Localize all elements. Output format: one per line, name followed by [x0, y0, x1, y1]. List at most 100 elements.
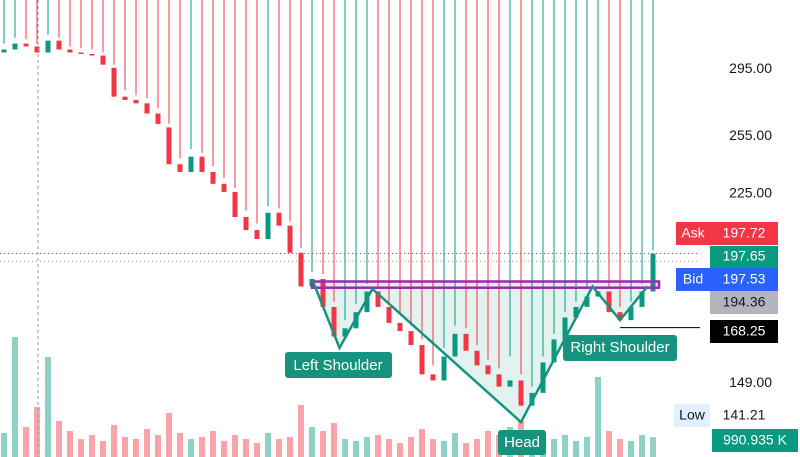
candle-body	[562, 317, 568, 340]
volume-bar	[430, 439, 436, 457]
label-box	[285, 352, 392, 378]
bid-box	[710, 268, 778, 291]
volume-bar	[584, 437, 590, 457]
label-box	[498, 430, 546, 455]
candle-body	[375, 291, 381, 307]
volume-bar	[551, 439, 557, 457]
candle-body	[540, 362, 546, 393]
candle-body	[133, 99, 139, 104]
candle-body	[584, 296, 590, 307]
volume-bar	[628, 441, 634, 457]
volume-bar	[276, 439, 282, 457]
volume-bar	[408, 437, 414, 457]
prev-box	[710, 291, 778, 314]
head-label: Head	[498, 430, 546, 455]
candle-body	[265, 212, 271, 240]
candle-body	[628, 306, 634, 321]
candle-body	[551, 339, 557, 363]
bid-label: Bid	[683, 271, 703, 287]
bid-tag	[676, 268, 710, 291]
y-tick-label: 255.00	[729, 127, 772, 143]
candle-body	[210, 171, 216, 184]
volume-bar	[199, 437, 205, 457]
candle-body	[144, 103, 150, 114]
label-box	[563, 335, 677, 361]
candle-body	[67, 49, 73, 53]
candle-body	[518, 380, 524, 406]
candle-body	[199, 156, 205, 172]
candle-body	[56, 40, 62, 50]
volume-bar	[122, 437, 128, 457]
candle-body	[221, 183, 227, 192]
volume-bar	[397, 443, 403, 457]
candle-body	[485, 365, 491, 375]
candle-body	[298, 252, 304, 287]
volume-bar	[100, 441, 106, 457]
candle-body	[397, 322, 403, 332]
volume-bar	[56, 421, 62, 457]
volume-bar	[650, 437, 656, 457]
plot-area	[0, 0, 700, 457]
volume-bar	[243, 439, 249, 457]
candle-body	[606, 291, 612, 313]
volume-bar	[485, 431, 491, 457]
candle-body	[122, 96, 128, 100]
ask-value: 197.72	[723, 225, 766, 241]
candle-body	[45, 40, 51, 53]
annotation: Left Shoulder	[293, 357, 382, 374]
volume-bar	[595, 377, 601, 457]
candle-body	[452, 333, 458, 357]
candle-body	[342, 328, 348, 337]
volume-bar	[78, 439, 84, 457]
volume-bar	[419, 429, 425, 457]
candle-body	[617, 312, 623, 321]
candle-body	[276, 212, 282, 226]
volume-bar	[221, 441, 227, 457]
candle-body	[496, 374, 502, 387]
candle-body	[573, 306, 579, 318]
volume-bar	[34, 407, 40, 457]
candle-body	[507, 380, 513, 387]
ask-label: Ask	[681, 225, 705, 241]
level-box	[710, 320, 778, 343]
candle-body	[166, 127, 172, 165]
volume-bar	[188, 439, 194, 457]
volume-bar	[320, 431, 326, 457]
annotation: Head	[504, 434, 540, 451]
volume-bar	[573, 441, 579, 457]
volume-bar	[155, 435, 161, 457]
candle-body	[474, 350, 480, 366]
volume-bar	[452, 433, 458, 457]
volume-value: 990.935 K	[723, 432, 787, 448]
candle-body	[34, 46, 40, 53]
volume-bar	[474, 439, 480, 457]
volume-bar	[45, 357, 51, 457]
candle-body	[243, 216, 249, 231]
candle-body	[441, 356, 447, 381]
low-label: Low	[679, 407, 706, 423]
volume-bar	[210, 431, 216, 457]
volume-bar	[562, 435, 568, 457]
annotation: Right Shoulder	[570, 339, 669, 356]
volume-bar	[177, 433, 183, 457]
low-value: 141.21	[723, 407, 766, 423]
candle-body	[232, 191, 238, 217]
volume-bar	[89, 435, 95, 457]
candle-body	[177, 164, 183, 172]
volume-bar	[133, 439, 139, 457]
volume-bar	[463, 443, 469, 457]
candle-body	[12, 43, 18, 50]
pattern-area	[312, 279, 648, 423]
volume-bar	[287, 437, 293, 457]
volume-bar	[386, 439, 392, 457]
volume-bar	[375, 435, 381, 457]
candle-body	[463, 333, 469, 351]
volume-bar	[331, 423, 337, 457]
volume-bar	[364, 437, 370, 457]
last-box	[710, 246, 778, 268]
volume-bar	[342, 439, 348, 457]
ask-box	[710, 222, 778, 245]
low-tag	[674, 404, 710, 427]
volume-bar	[441, 441, 447, 457]
